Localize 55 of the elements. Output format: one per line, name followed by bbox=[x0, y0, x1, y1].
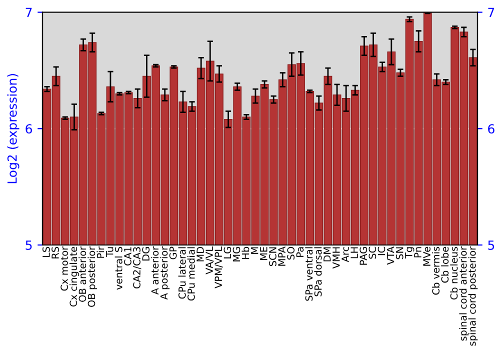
y-axis-title: Log2 (expression) bbox=[7, 74, 20, 184]
x-tick-label: SN bbox=[396, 247, 404, 260]
x-tick-label: spinal cord anterior bbox=[459, 246, 469, 341]
x-tick-label: Pn bbox=[414, 247, 422, 258]
x-tick-label: VA/VL bbox=[206, 246, 214, 274]
x-tick-label: CA1 bbox=[124, 247, 132, 266]
x-tick-label: LS bbox=[42, 246, 50, 258]
x-tick-label: LG bbox=[224, 247, 232, 258]
x-tick-label: SO bbox=[287, 246, 295, 260]
x-tick-label: Tu bbox=[106, 247, 114, 258]
x-tick-label: OB posterior bbox=[88, 246, 98, 307]
x-tick-label: Cx motor bbox=[60, 246, 68, 291]
x-tick-label: CPu lateral bbox=[178, 247, 186, 299]
x-tick-label: LH bbox=[350, 247, 358, 258]
x-tick-label: A posterior bbox=[160, 246, 170, 300]
x-tick-label: Cb vermis bbox=[432, 246, 440, 295]
x-tick-label: CPu medial bbox=[187, 247, 195, 301]
x-tick-label: A anterior bbox=[151, 246, 159, 295]
x-tick-label: Cx cingulate bbox=[70, 246, 79, 306]
x-tick-label: spinal cord posterior bbox=[468, 246, 478, 346]
x-tick-label: DG bbox=[142, 247, 150, 260]
x-tick-label: VMH bbox=[332, 247, 340, 269]
x-tick-label: M bbox=[251, 247, 258, 254]
x-tick-label: ME bbox=[260, 247, 268, 260]
x-tick-label: Cb lobe bbox=[441, 246, 449, 283]
x-tick-label: MPA bbox=[278, 246, 286, 266]
x-tick-label: CA2/CA3 bbox=[133, 247, 142, 288]
x-tick-label: PAG bbox=[360, 247, 368, 265]
x-tick-label: MVe bbox=[423, 246, 430, 266]
x-tick-label: OB anterior bbox=[78, 246, 86, 302]
x-tick-label: MG bbox=[232, 247, 240, 262]
x-tick-label: Arc bbox=[342, 246, 349, 262]
x-tick-label: Hb bbox=[242, 246, 250, 259]
x-tick-label: SPa ventral bbox=[305, 247, 313, 301]
x-tick-label: VPM/VPL bbox=[214, 246, 223, 288]
x-tick-label: MD bbox=[196, 246, 204, 262]
x-tick-label: SPa dorsal bbox=[314, 247, 322, 296]
x-tick-label: Cb nucleus bbox=[450, 246, 458, 300]
x-tick-label: SCN bbox=[269, 247, 276, 266]
x-tick-label: Pir bbox=[96, 246, 104, 258]
x-tick-label: IC bbox=[378, 246, 386, 256]
x-tick-label: Tg bbox=[405, 247, 414, 259]
y-tick-label: 5 bbox=[26, 240, 32, 250]
x-tick-label: Pa bbox=[296, 247, 304, 257]
y2-tick-label: 5 bbox=[488, 240, 494, 250]
y-tick-label: 7 bbox=[26, 8, 32, 17]
x-tick-label: RS bbox=[52, 246, 59, 258]
x-tick-label: DM bbox=[324, 247, 331, 262]
y2-tick-label: 7 bbox=[488, 8, 494, 17]
x-tick-label: VTA bbox=[387, 246, 394, 265]
x-tick-label: GP bbox=[169, 246, 177, 260]
x-tick-label: ventral S bbox=[114, 246, 122, 290]
x-tick-label: SC bbox=[368, 246, 376, 259]
y-tick-label: 6 bbox=[26, 124, 32, 134]
y2-tick-label: 6 bbox=[488, 124, 494, 134]
